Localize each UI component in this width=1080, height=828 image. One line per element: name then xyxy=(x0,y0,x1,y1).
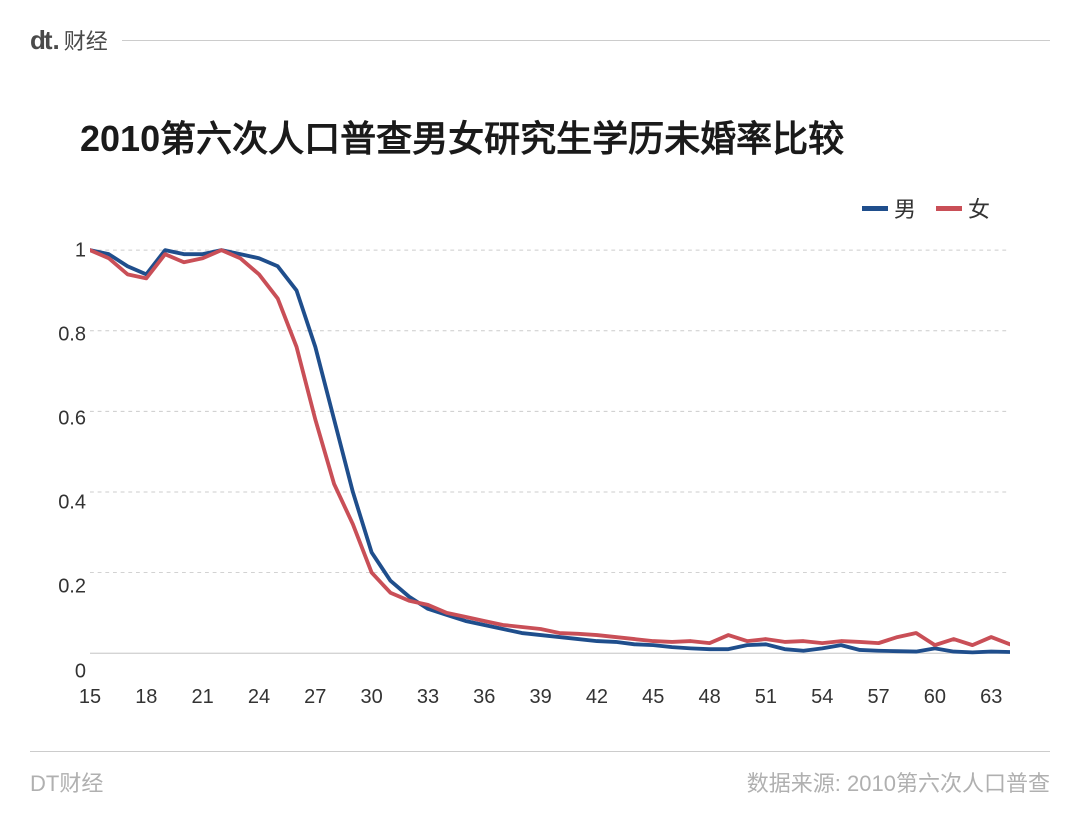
legend-item-female: 女 xyxy=(936,192,990,224)
footer-source: 数据来源: 2010第六次人口普查 xyxy=(747,766,1050,798)
x-tick-label: 36 xyxy=(473,686,495,709)
footer-rule xyxy=(30,751,1050,752)
x-tick-label: 39 xyxy=(529,686,551,709)
x-tick-label: 21 xyxy=(192,686,214,709)
x-tick-label: 18 xyxy=(135,686,157,709)
y-tick-label: 0.6 xyxy=(58,408,86,431)
x-tick-label: 33 xyxy=(417,686,439,709)
x-tick-label: 51 xyxy=(755,686,777,709)
legend-item-male: 男 xyxy=(862,192,916,224)
legend-label-female: 女 xyxy=(968,192,990,224)
chart-title: 2010第六次人口普查男女研究生学历未婚率比较 xyxy=(80,110,1050,162)
x-tick-label: 15 xyxy=(79,686,101,709)
legend-swatch-male xyxy=(862,206,888,211)
y-tick-label: 0.2 xyxy=(58,576,86,599)
logo-text: 财经 xyxy=(64,24,108,56)
x-tick-label: 30 xyxy=(361,686,383,709)
y-tick-label: 0.4 xyxy=(58,492,86,515)
x-tick-label: 42 xyxy=(586,686,608,709)
x-tick-label: 48 xyxy=(698,686,720,709)
x-tick-label: 63 xyxy=(980,686,1002,709)
y-tick-label: 1 xyxy=(75,240,86,263)
logo-mark: dt xyxy=(30,25,51,56)
x-tick-label: 60 xyxy=(924,686,946,709)
x-tick-label: 57 xyxy=(867,686,889,709)
footer-brand: DT财经 xyxy=(30,766,103,798)
x-axis-labels: 1518212427303336394245485154576063 xyxy=(90,684,1010,710)
footer: DT财经 数据来源: 2010第六次人口普查 xyxy=(30,751,1050,798)
chart-plot xyxy=(90,230,1010,661)
header-rule xyxy=(122,40,1050,41)
logo-dot: . xyxy=(53,25,58,56)
legend-swatch-female xyxy=(936,206,962,211)
y-tick-label: 0.8 xyxy=(58,324,86,347)
x-tick-label: 45 xyxy=(642,686,664,709)
page: dt. 财经 2010第六次人口普查男女研究生学历未婚率比较 男 女 00.20… xyxy=(0,0,1080,828)
legend: 男 女 xyxy=(30,192,990,224)
y-axis-labels: 0 0.2 0.4 0.6 0.8 1 xyxy=(46,230,86,680)
x-tick-label: 54 xyxy=(811,686,833,709)
y-tick-label: 0 xyxy=(75,660,86,683)
x-tick-label: 27 xyxy=(304,686,326,709)
legend-label-male: 男 xyxy=(894,192,916,224)
header: dt. 财经 xyxy=(30,20,1050,60)
chart-area: 00.20.40.60.81 1518212427303336394245485… xyxy=(90,230,1010,710)
x-tick-label: 24 xyxy=(248,686,270,709)
